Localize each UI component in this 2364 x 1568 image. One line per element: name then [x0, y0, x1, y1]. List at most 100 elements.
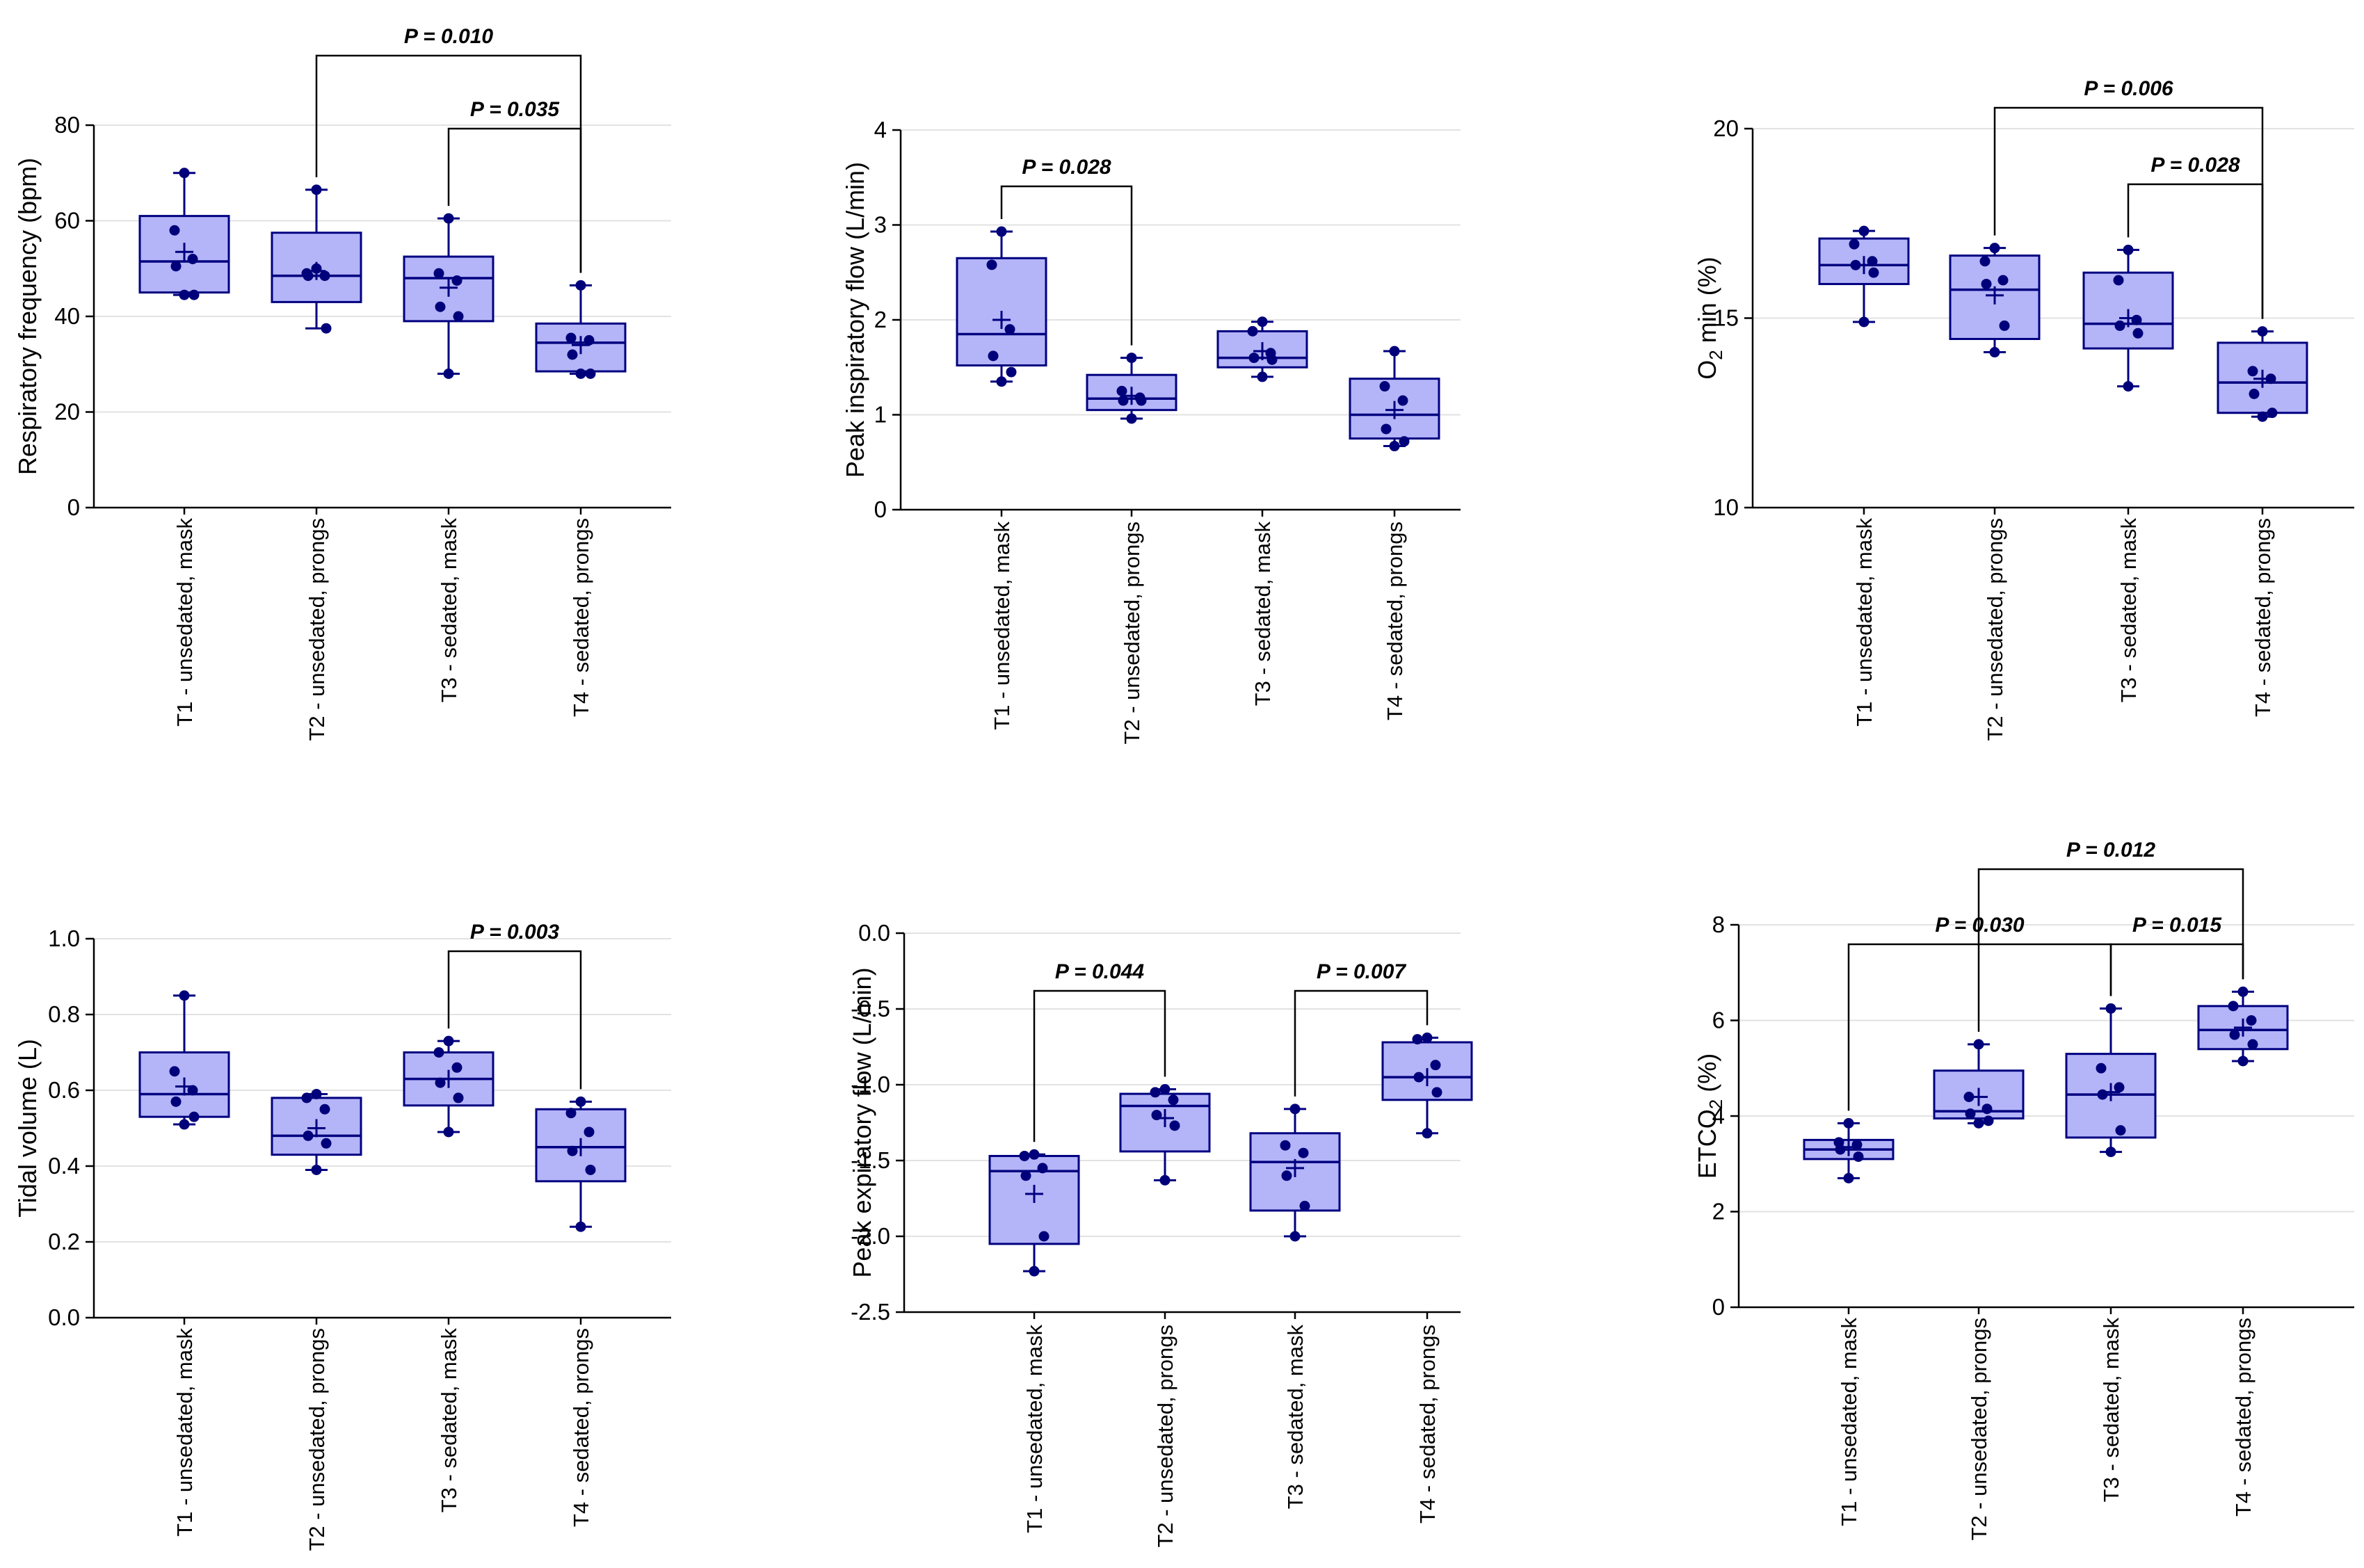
data-point [1159, 1084, 1171, 1095]
category-label: T2 - unsedated, prongs [1153, 1325, 1177, 1548]
y-tick-label: 0.0 [858, 920, 890, 946]
box-body [271, 232, 362, 303]
data-point [567, 349, 578, 360]
data-point [451, 275, 463, 286]
data-point [1289, 1104, 1301, 1115]
data-point [988, 350, 999, 362]
category-label: T4 - sedated, prongs [569, 518, 593, 717]
data-point [1999, 320, 2010, 331]
data-point [443, 369, 454, 379]
category-label: T2 - unsedated, prongs [305, 1328, 329, 1551]
box-1 [956, 226, 1047, 387]
data-point [443, 1126, 454, 1138]
y-tick-label: 60 [54, 208, 80, 234]
y-axis-label: Respiratory frequency (bpm) [13, 158, 42, 475]
data-point [187, 1085, 198, 1096]
y-axis-label: ETCO2 (%) [1693, 1053, 1726, 1179]
box-body [1216, 330, 1308, 369]
data-point [2229, 1029, 2240, 1040]
data-point [584, 1126, 595, 1138]
data-point [1989, 347, 2000, 358]
data-point [565, 1108, 577, 1119]
box-4 [1349, 346, 1440, 452]
data-point [1006, 366, 1017, 378]
category-label: T1 - unsedated, mask [172, 518, 197, 727]
y-tick-label: -1.0 [851, 1072, 890, 1097]
data-point [2105, 1003, 2116, 1014]
data-point [1989, 243, 2000, 254]
y-tick-label: 80 [54, 112, 80, 138]
data-point [179, 1119, 190, 1130]
category-label: T2 - unsedated, prongs [305, 518, 329, 741]
y-tick-label: 2 [1712, 1199, 1725, 1225]
y-tick-label: 1 [874, 402, 887, 428]
significance-bracket [447, 950, 582, 1090]
data-point [2123, 381, 2134, 392]
data-point [187, 254, 198, 264]
category-label: T3 - sedated, mask [437, 1328, 461, 1513]
category-label: T1 - unsedated, mask [172, 1328, 197, 1537]
data-point [2246, 1015, 2257, 1026]
box-4 [535, 280, 627, 379]
y-axis-label: Peak expiratory flow (L/min) [848, 967, 876, 1277]
data-point [2247, 366, 2258, 377]
p-value-label: P = 0.035 [470, 98, 560, 121]
category-label: T4 - sedated, prongs [1415, 1325, 1440, 1523]
data-point [1299, 1200, 1310, 1211]
data-point [2097, 1089, 2108, 1100]
data-point [1858, 316, 1870, 328]
data-point [443, 213, 454, 224]
box-4 [2197, 986, 2289, 1067]
data-point [2096, 1062, 2107, 1074]
data-point [435, 301, 446, 312]
data-point [1159, 1174, 1171, 1186]
y-tick-label: 8 [1712, 912, 1725, 937]
category-label: T4 - sedated, prongs [2231, 1318, 2256, 1517]
data-point [575, 280, 586, 291]
y-tick-label: 6 [1712, 1008, 1725, 1033]
significance-bracket [447, 127, 582, 273]
data-point [1020, 1170, 1031, 1181]
data-point [1981, 278, 1992, 289]
data-point [996, 226, 1007, 237]
data-point [1858, 225, 1870, 236]
data-point [1963, 1092, 1975, 1102]
data-point [2132, 328, 2144, 339]
data-point [1843, 1117, 1854, 1129]
data-point [321, 1138, 332, 1149]
data-point [311, 1088, 322, 1099]
data-point [311, 184, 322, 195]
category-label: T2 - unsedated, prongs [1967, 1318, 1991, 1541]
data-point [1150, 1087, 1161, 1098]
data-point [1168, 1094, 1179, 1106]
data-point [584, 334, 595, 346]
data-point [170, 261, 182, 272]
data-point [565, 332, 577, 343]
data-point [1981, 1104, 1993, 1115]
data-point [303, 1130, 314, 1141]
y-tick-label: 0.4 [48, 1153, 80, 1179]
y-tick-label: 10 [1713, 494, 1739, 520]
category-label: T1 - unsedated, mask [1022, 1325, 1047, 1533]
data-point [1422, 1032, 1433, 1043]
data-point [1038, 1231, 1050, 1242]
p-value-label: P = 0.010 [404, 25, 493, 48]
data-point [453, 1092, 464, 1104]
y-axis-label: Peak inspiratory flow (L/min) [841, 162, 869, 478]
data-point [301, 1092, 312, 1104]
data-point [1973, 1117, 1984, 1129]
data-point [1431, 1087, 1442, 1098]
category-label: T2 - unsedated, prongs [1120, 522, 1144, 745]
data-point [433, 268, 444, 279]
data-point [2115, 1125, 2126, 1136]
significance-bracket [2127, 183, 2264, 319]
data-point [435, 1077, 446, 1088]
category-label: T1 - unsedated, mask [990, 522, 1014, 730]
data-point [1389, 346, 1400, 357]
chart-panel-5: -2.5 -2.0 -1.5 -1.0 -0.5 0.0 Peak expiratory f… [848, 920, 1473, 1548]
data-point [1983, 1115, 1994, 1126]
data-point [179, 289, 190, 300]
category-label: T1 - unsedated, mask [1837, 1318, 1861, 1526]
box-2 [1119, 1084, 1211, 1186]
data-point [1169, 1120, 1180, 1131]
